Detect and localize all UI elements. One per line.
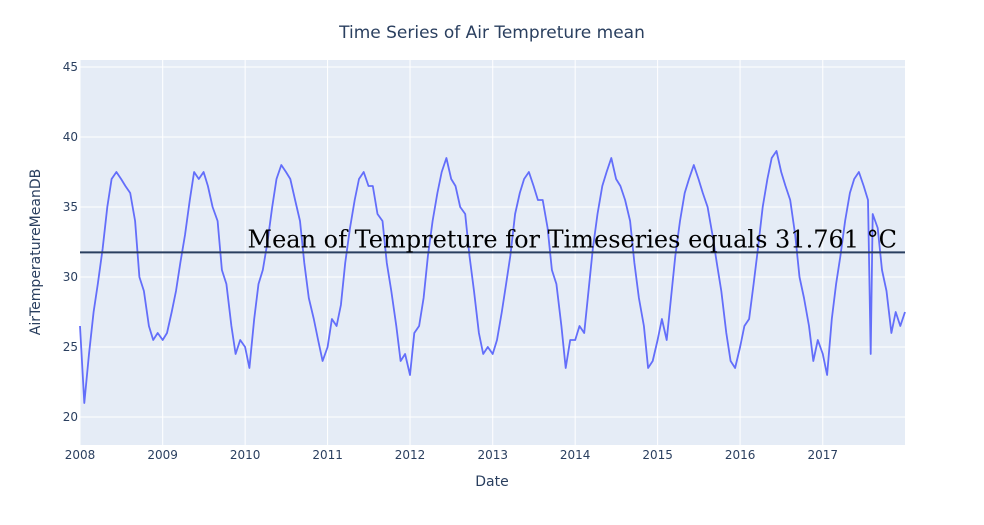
y-tick-label: 20 xyxy=(63,410,78,424)
x-tick-label: 2017 xyxy=(807,448,838,462)
x-tick-label: 2008 xyxy=(65,448,96,462)
y-tick-label: 40 xyxy=(63,130,78,144)
y-tick-label: 30 xyxy=(63,270,78,284)
x-axis-title: Date xyxy=(475,474,508,490)
y-axis-title: AirTemperatureMeanDB xyxy=(28,169,44,335)
y-tick-label: 25 xyxy=(63,340,78,354)
x-tick-labels: 2008 2009 2010 2011 2012 2013 2014 2015 2016 2017 xyxy=(65,448,838,462)
series-line xyxy=(79,150,906,404)
chart-title: Time Series of Air Tempreture mean xyxy=(338,23,645,43)
mean-annotation: Mean of Tempreture for Timeseries equals… xyxy=(248,225,898,253)
y-tick-label: 35 xyxy=(63,200,78,214)
x-tick-label: 2010 xyxy=(230,448,261,462)
y-tick-labels: 20 25 30 35 40 45 xyxy=(63,60,78,424)
x-tick-label: 2012 xyxy=(395,448,426,462)
x-tick-label: 2009 xyxy=(147,448,178,462)
x-tick-label: 2014 xyxy=(560,448,591,462)
x-tick-label: 2016 xyxy=(725,448,756,462)
x-tick-label: 2013 xyxy=(477,448,508,462)
x-tick-label: 2015 xyxy=(642,448,673,462)
y-tick-label: 45 xyxy=(63,60,78,74)
x-tick-label: 2011 xyxy=(312,448,343,462)
